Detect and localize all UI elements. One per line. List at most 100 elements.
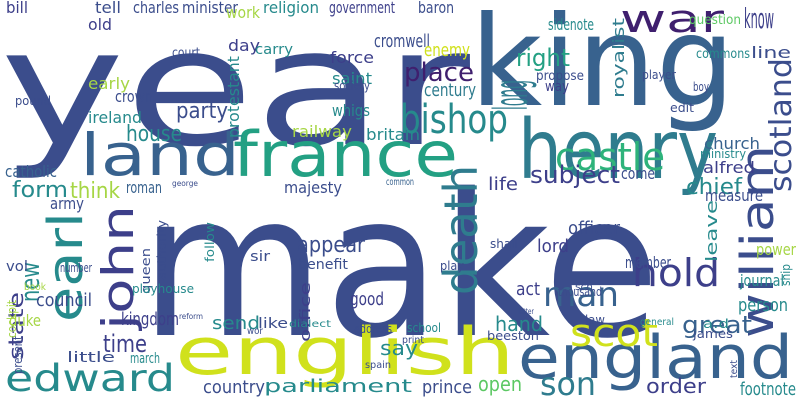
word-person: person: [738, 295, 788, 316]
word-hold: hold: [632, 251, 720, 295]
word-office: office: [298, 282, 314, 342]
word-george: george: [172, 179, 198, 188]
word-question: question: [689, 13, 741, 28]
word-bishop: bishop: [400, 97, 508, 143]
word-journal: journal: [740, 271, 784, 290]
word-way: way: [545, 79, 569, 95]
word-council: council: [36, 290, 92, 311]
word-majesty: majesty: [284, 178, 342, 197]
word-scot: scot: [570, 311, 658, 355]
word-edward: edward: [5, 357, 175, 400]
word-measure: measure: [705, 186, 763, 205]
word-ministry: ministry: [700, 147, 746, 161]
word-like: like: [258, 316, 288, 332]
word-parliament: parliament: [264, 376, 412, 397]
word-send: send: [212, 313, 260, 334]
word-think: think: [70, 179, 120, 204]
word-leave: leave: [702, 200, 721, 262]
word-text: text: [729, 360, 740, 378]
word-power: power: [756, 240, 796, 259]
word-sidenote: sidenote: [548, 15, 594, 34]
word-act: act: [516, 279, 540, 300]
word-ad: a.d: [703, 317, 729, 331]
word-officer: officer: [568, 218, 620, 239]
word-propose: propose: [536, 69, 584, 84]
word-sch: sch: [575, 282, 593, 293]
word-shall: shall: [490, 237, 518, 251]
word-james: james: [693, 327, 733, 341]
word-catholic: catholic: [5, 162, 57, 181]
word-number: number: [60, 261, 92, 275]
word-wor: wor: [247, 326, 263, 337]
word-ireland: ireland: [88, 108, 142, 127]
word-hand: hand: [495, 312, 543, 336]
word-scotland: scotland: [764, 57, 799, 192]
word-playhouse: playhouse: [132, 282, 194, 296]
word-minister: minister: [182, 0, 238, 17]
word-alfred: alfred: [703, 158, 755, 177]
word-whigs: whigs: [332, 101, 370, 120]
word-house: house: [126, 122, 182, 147]
word-land: land: [80, 121, 240, 189]
word-century: century: [424, 80, 476, 101]
word-ship: ship: [779, 264, 793, 286]
word-long: long: [484, 80, 538, 110]
word-subject: subject: [530, 161, 620, 189]
word-cockpit: cockpit: [5, 300, 19, 338]
word-saint: saint: [332, 69, 372, 88]
word-crown: crown: [115, 87, 153, 106]
word-man: man: [543, 275, 619, 315]
word-time: time: [103, 330, 147, 358]
word-common: common: [386, 177, 414, 188]
word-spain: spain: [365, 360, 391, 371]
word-march: march: [130, 351, 160, 367]
word-english: english: [175, 315, 515, 390]
word-day: day: [228, 36, 260, 55]
word-authority: authority: [155, 220, 169, 280]
word-old: old: [88, 15, 112, 34]
word-tell: tell: [95, 0, 121, 17]
word-prince: prince: [422, 377, 472, 398]
word-line: line: [751, 43, 791, 62]
word-britain: britain: [366, 125, 420, 144]
word-open: open: [478, 372, 522, 396]
word-henry: henry: [518, 103, 718, 198]
word-war: war: [620, 0, 724, 41]
word-beeston: beeston: [487, 329, 539, 343]
word-party: party: [176, 99, 228, 124]
word-great: great: [682, 311, 752, 339]
word-charles: charles: [133, 0, 179, 17]
word-railway: railway: [292, 122, 352, 141]
word-cromwell: cromwell: [374, 31, 430, 52]
word-present: present: [11, 336, 25, 374]
word-print: print: [402, 335, 424, 346]
word-enemy: enemy: [424, 40, 470, 61]
word-protestant: protestant: [224, 56, 243, 138]
word-king: king: [470, 0, 735, 135]
word-member: member: [625, 253, 671, 272]
word-footnote: footnote: [740, 379, 796, 400]
word-good: good: [350, 289, 384, 310]
word-form: form: [12, 178, 68, 203]
word-vol: vol: [6, 259, 28, 275]
word-law: law: [585, 313, 605, 327]
word-player: player: [642, 68, 676, 82]
word-royalist: royalist: [609, 17, 628, 98]
word-general: general: [640, 317, 674, 328]
word-chief: chief: [686, 175, 742, 200]
word-government: government: [329, 0, 395, 17]
word-thousand: thousand: [558, 285, 602, 299]
word-bill: bill: [6, 0, 28, 17]
word-country: country: [203, 377, 265, 398]
word-carry: carry: [255, 42, 293, 58]
word-play: play: [440, 259, 464, 273]
word-reform: reform: [179, 312, 203, 321]
word-commons: commons: [696, 47, 750, 62]
word-letter: letter: [518, 307, 534, 316]
word-roman: roman: [126, 178, 162, 197]
word-baron: baron: [418, 0, 454, 17]
word-order: order: [646, 374, 706, 398]
word-religion: religion: [263, 0, 319, 17]
word-france: france: [233, 118, 458, 191]
word-church: church: [704, 134, 760, 153]
